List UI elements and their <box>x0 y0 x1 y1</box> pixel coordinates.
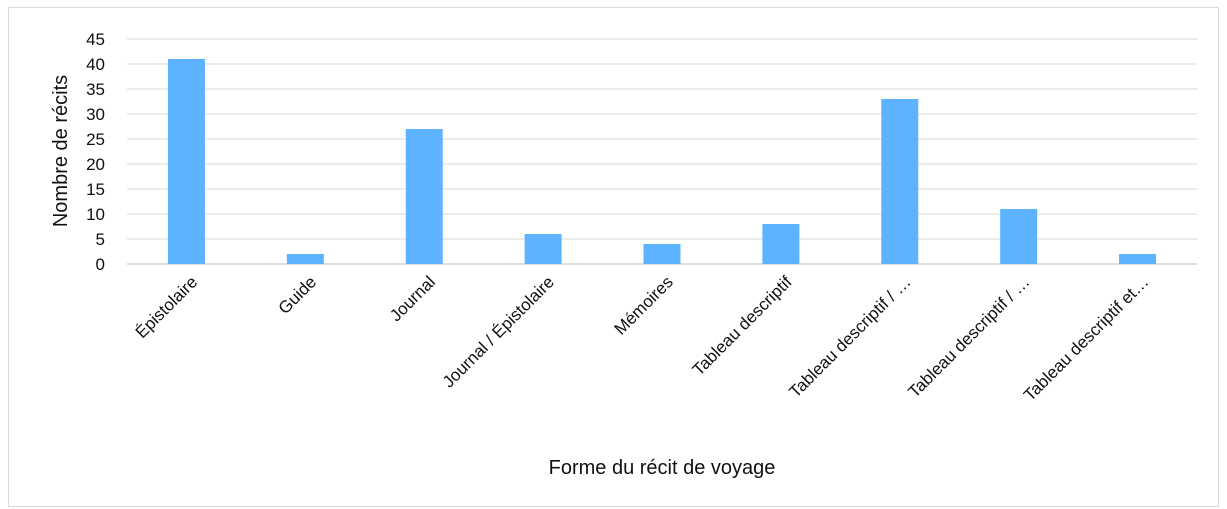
x-tick-label: Mémoires <box>611 272 677 338</box>
y-tick-label: 35 <box>86 80 105 99</box>
bar <box>881 99 919 264</box>
x-tick-label: Tableau descriptif <box>689 272 796 379</box>
bar <box>762 224 800 264</box>
y-tick-labels: 0 5 10 15 20 25 30 35 40 45 <box>86 30 105 274</box>
x-tick-label: Journal / Épistolaire <box>439 272 558 391</box>
bar <box>524 234 562 264</box>
y-tick-label: 0 <box>96 255 105 274</box>
x-tick-label: Épistolaire <box>132 272 202 342</box>
bar <box>643 244 681 264</box>
y-tick-label: 5 <box>96 230 105 249</box>
y-axis-title: Nombre de récits <box>50 75 72 227</box>
x-tick-label: Tableau descriptif et… <box>1020 272 1152 404</box>
bar <box>167 59 205 264</box>
x-tick-label: Guide <box>275 272 321 318</box>
bar <box>1000 209 1038 264</box>
y-tick-label: 30 <box>86 105 105 124</box>
x-tick-label: Journal <box>386 272 439 325</box>
bar <box>286 254 324 264</box>
y-tick-label: 40 <box>86 55 105 74</box>
x-axis-title: Forme du récit de voyage <box>549 457 776 479</box>
y-tick-label: 45 <box>86 30 105 49</box>
y-tick-label: 15 <box>86 180 105 199</box>
y-tick-label: 20 <box>86 155 105 174</box>
x-tick-label: Tableau descriptif / … <box>786 272 915 401</box>
y-tick-label: 25 <box>86 130 105 149</box>
x-tick-label: Tableau descriptif / … <box>904 272 1033 401</box>
bar <box>1119 254 1157 264</box>
bars <box>167 59 1157 264</box>
x-tick-labels: Épistolaire Guide Journal Journal / Épistol… <box>132 272 1153 405</box>
bar <box>405 129 443 264</box>
y-tick-label: 10 <box>86 205 105 224</box>
